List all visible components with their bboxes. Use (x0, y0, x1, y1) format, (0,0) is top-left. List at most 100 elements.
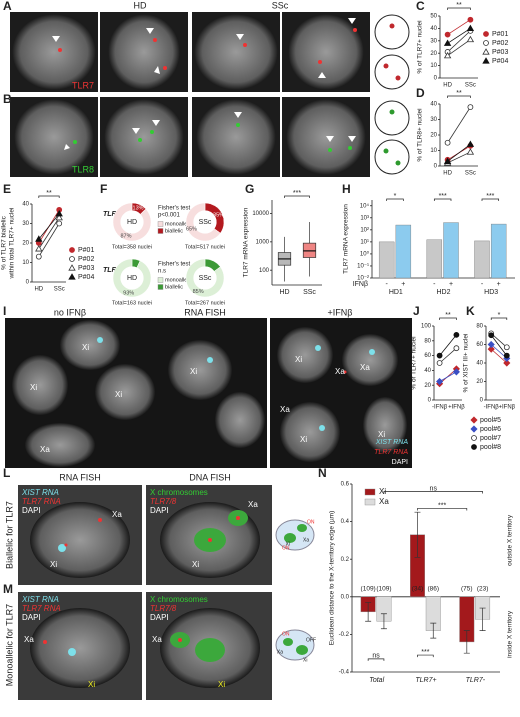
y-tick-label: 10⁴ (360, 202, 370, 209)
image-row-b: TLR8 (10, 97, 410, 177)
x-marker: Xa (40, 445, 50, 454)
image-title: RNA FISH (59, 472, 101, 482)
pair-line (447, 143, 471, 162)
pair-line (447, 30, 471, 53)
marker (466, 35, 475, 43)
y-tick-label: 20 (430, 51, 437, 57)
x-axis-label: IFNβ (353, 281, 368, 288)
bracket (447, 95, 471, 98)
pair-line (447, 151, 471, 164)
y-tick-label: 0 (26, 280, 30, 286)
legend-label: TLR7/8 (150, 604, 177, 613)
marker (443, 51, 452, 59)
group-label: HD (134, 0, 147, 10)
x-tick-label: -IFNβ (484, 405, 500, 411)
pair-line (490, 335, 508, 356)
legend-label: pool#5 (480, 417, 501, 424)
annotation: ** (456, 2, 462, 9)
x-marker: Xi (50, 560, 57, 569)
pair-line (490, 348, 508, 364)
legend-label: XIST RNA (375, 439, 409, 446)
legend-swatch (157, 284, 164, 290)
annotation: ns (430, 485, 438, 492)
legend-swatch (364, 498, 376, 506)
annotation: *** (438, 502, 446, 509)
panel-label: K (466, 304, 475, 318)
y-tick-label: 100 (259, 268, 270, 274)
panel-label: D (416, 86, 425, 100)
annotation: * (394, 193, 397, 200)
x-marker: Xa (280, 405, 290, 414)
bar (490, 223, 507, 279)
x-marker: Xa (24, 635, 34, 644)
marker (467, 104, 474, 110)
panel-label: G (245, 182, 254, 196)
count-label: (86) (427, 586, 439, 593)
error-bar (430, 622, 437, 639)
y-axis-label: % of TLR7+ nuclei (411, 336, 418, 389)
bracket (439, 317, 457, 320)
test-label: Fisher's test (158, 206, 190, 212)
legend-label: P#03 (492, 49, 508, 56)
y-axis-label: % of XIST III+ nuclei (463, 334, 470, 393)
panel-label: C (416, 0, 425, 13)
y-axis-label: TLR7 mRNA expression (243, 207, 250, 277)
x-marker: Xi (30, 383, 37, 392)
panel-label: I (3, 304, 6, 318)
legend-label: X chromosomes (150, 488, 208, 497)
marker (503, 344, 510, 351)
legend-swatch (364, 488, 376, 496)
annotation: *** (439, 193, 447, 200)
panel-label: F (100, 182, 107, 196)
y-axis-label: % of TLR8+ nuclei (417, 108, 424, 161)
marker (436, 360, 443, 366)
marker (503, 359, 511, 367)
legend-label: P#04 (492, 58, 508, 65)
condition-label: + (401, 281, 405, 288)
test-label: p<0.001 (158, 213, 181, 219)
x-tick-label: HD (443, 83, 452, 89)
legend-label: P#04 (78, 274, 94, 281)
bracket (386, 198, 404, 201)
x-tick-label: HD2 (436, 289, 450, 296)
image-i: no IFNβ RNA FISH +IFNβ Xi Xi Xi Xi Xa Xi… (5, 307, 412, 468)
marker (470, 416, 478, 424)
y-tick-label: 10 (430, 63, 437, 69)
y-tick-label: 40 (430, 26, 437, 32)
y-tick-label: 0.0 (341, 594, 350, 600)
panel-label: N (318, 466, 327, 480)
x-tick-label: SSc (54, 287, 65, 293)
cartoon-label: ON (282, 631, 290, 637)
x-tick-label: HD3 (484, 289, 498, 296)
marker (453, 331, 460, 338)
legend-label: DAPI (22, 613, 41, 622)
marker (35, 235, 43, 242)
error-bar (380, 613, 387, 630)
value-label: 93% (123, 290, 134, 296)
x-tick-label: +IFNβ (498, 405, 515, 411)
y-tick-label: 80 (476, 324, 483, 330)
probe-label: TLR7 (72, 80, 94, 90)
y-tick-label: 0.6 (341, 482, 350, 488)
cartoon-label: OFF (306, 637, 316, 643)
marker (69, 256, 75, 262)
marker (443, 157, 452, 164)
x-marker: Xa (248, 500, 258, 509)
y-tick-label: 10¹ (360, 239, 369, 245)
panel-label: A (3, 0, 12, 13)
y-tick-label: 0 (434, 76, 438, 82)
count-label: (23) (477, 586, 489, 593)
marker (443, 39, 452, 46)
y-tick-label: 10⁻¹ (357, 264, 369, 270)
pair-line (439, 334, 457, 356)
panel-label: B (3, 92, 12, 106)
x-marker: Xi (300, 435, 307, 444)
y-tick-label: 10 (430, 148, 437, 154)
cartoon-label: Xi (286, 541, 290, 547)
bracket (417, 654, 434, 658)
panel-label: H (342, 182, 351, 196)
x-marker: Xi (192, 560, 199, 569)
y-tick-label: 1000 (256, 239, 270, 245)
image-title: RNA FISH (184, 307, 226, 317)
